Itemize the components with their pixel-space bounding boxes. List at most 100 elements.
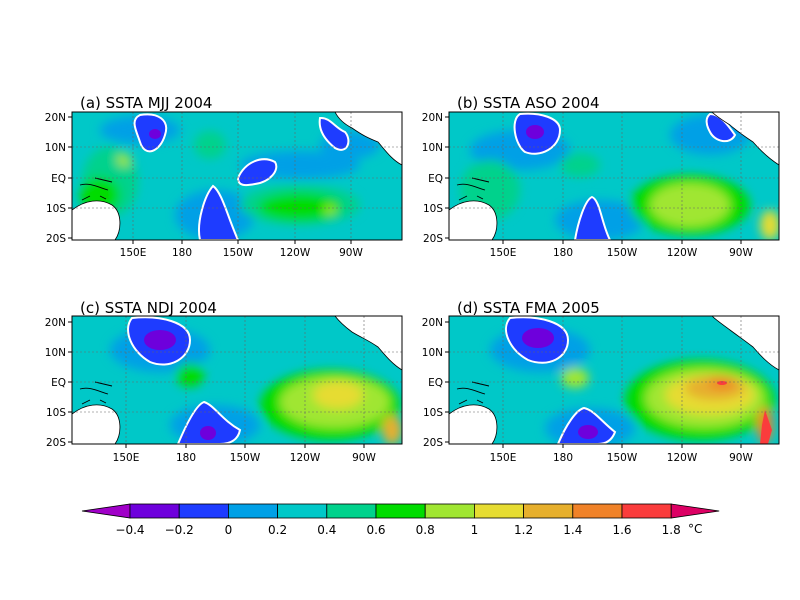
lon-tick: 180 (176, 452, 196, 464)
lat-tick: EQ (428, 173, 443, 185)
lat-tick-labels: 20N 10N EQ 10S 20S (45, 112, 67, 245)
colorbar-cell (424, 503, 475, 519)
lon-tick: 150W (607, 452, 638, 464)
colorbar-cells (81, 503, 720, 519)
lat-tick: 10N (422, 347, 443, 359)
lat-tick: 10S (46, 407, 66, 419)
lon-tick: 150E (490, 247, 517, 259)
lon-tick: 120W (280, 247, 311, 259)
lon-tick: 120W (667, 452, 698, 464)
lon-tick: 150W (607, 247, 638, 259)
colorbar-label: 1.6 (612, 523, 631, 537)
lon-tick-labels: 150E 180 150W 120W 90W (490, 247, 754, 259)
panel-a-title: (a) SSTA MJJ 2004 (80, 94, 212, 112)
lon-tick: 150E (120, 247, 147, 259)
colorbar-label: 1.4 (563, 523, 582, 537)
lat-tick: 20N (422, 112, 443, 124)
lon-tick: 90W (729, 247, 753, 259)
colorbar-label: 0 (225, 523, 233, 537)
lat-tick: EQ (428, 377, 443, 389)
lon-tick: 120W (290, 452, 321, 464)
colorbar-extend-low (81, 503, 131, 519)
lon-tick: 180 (172, 247, 192, 259)
colorbar: −0.4 −0.2 0 0.2 0.4 0.6 0.8 1 1.2 1.4 1.6 1.8 °C (81, 503, 720, 537)
australia-land (72, 404, 121, 444)
colorbar-label: 0.2 (268, 523, 287, 537)
lon-tick: 90W (729, 452, 753, 464)
colorbar-label: −0.4 (115, 523, 144, 537)
colorbar-label: −0.2 (165, 523, 194, 537)
lat-tick: 10N (45, 347, 66, 359)
panel-c: (c) SSTA NDJ 2004 (45, 299, 403, 464)
colorbar-cell (375, 503, 426, 519)
lat-tick: 10N (422, 142, 443, 154)
lat-tick: 20N (45, 317, 66, 329)
colorbar-label: 0.4 (317, 523, 336, 537)
colorbar-label: 1.8 (662, 523, 681, 537)
lon-tick: 180 (553, 452, 573, 464)
colorbar-label: 0.8 (416, 523, 435, 537)
lat-tick: EQ (51, 173, 66, 185)
colorbar-cell (572, 503, 623, 519)
colorbar-cell (523, 503, 574, 519)
panel-d: (d) SSTA FMA 2005 (422, 299, 780, 464)
lat-tick: 20S (46, 233, 66, 245)
grid-lines (72, 316, 402, 444)
australia-land (449, 200, 498, 240)
lat-tick: 10S (46, 203, 66, 215)
colorbar-cell (129, 503, 180, 519)
colorbar-extend-high (670, 503, 720, 519)
colorbar-cell (326, 503, 377, 519)
lat-tick: 10S (423, 203, 443, 215)
lat-tick: 10S (423, 407, 443, 419)
lat-tick: EQ (51, 377, 66, 389)
lon-tick: 150W (230, 452, 261, 464)
central-america-land (711, 316, 779, 371)
colorbar-label: 0.6 (366, 523, 385, 537)
colorbar-label: 1 (471, 523, 479, 537)
lon-tick: 150E (490, 452, 517, 464)
lon-tick-labels: 150E 180 150W 120W 90W (490, 452, 754, 464)
grid-lines (449, 112, 779, 240)
australia-land (72, 200, 121, 240)
colorbar-cell (621, 503, 672, 519)
lat-tick: 20N (422, 317, 443, 329)
colorbar-label: 1.2 (514, 523, 533, 537)
colorbar-labels: −0.4 −0.2 0 0.2 0.4 0.6 0.8 1 1.2 1.4 1.6 1.8 (115, 523, 680, 537)
lon-tick-labels: 150E 180 150W 120W 90W (113, 452, 377, 464)
lon-tick: 150W (223, 247, 254, 259)
central-america-land (711, 112, 779, 166)
lat-tick: 10N (45, 142, 66, 154)
lat-tick: 20S (46, 437, 66, 449)
central-america-land (334, 112, 402, 166)
lon-tick: 90W (352, 452, 376, 464)
central-america-land (334, 316, 402, 371)
panel-d-title: (d) SSTA FMA 2005 (457, 299, 600, 317)
colorbar-unit: °C (688, 522, 702, 536)
panel-a: (a) SSTA MJJ 2004 (45, 94, 403, 259)
panel-b-title: (b) SSTA ASO 2004 (457, 94, 600, 112)
grid-lines (449, 316, 779, 444)
grid-lines (72, 112, 402, 240)
lat-tick-labels: 20N 10N EQ 10S 20S (45, 317, 67, 449)
lat-tick-labels: 20N 10N EQ 10S 20S (422, 317, 444, 449)
colorbar-cell (178, 503, 229, 519)
lat-tick: 20N (45, 112, 66, 124)
australia-land (449, 404, 498, 444)
lat-tick: 20S (423, 233, 443, 245)
panel-b: (b) SSTA ASO 2004 (422, 94, 780, 259)
panel-c-map: 20N 10N EQ 10S 20S 150E 180 150W 120W 90… (45, 315, 403, 464)
lon-tick: 90W (339, 247, 363, 259)
colorbar-cell (473, 503, 524, 519)
panel-a-map: 20N 10N EQ 10S 20S 150E 180 150W 120W 90… (45, 111, 403, 259)
colorbar-cell (227, 503, 278, 519)
panel-b-map: 20N 10N EQ 10S 20S 150E 180 150W 120W 90… (422, 111, 780, 259)
lon-tick: 120W (667, 247, 698, 259)
panel-c-title: (c) SSTA NDJ 2004 (80, 299, 217, 317)
lon-tick-labels: 150E 180 150W 120W 90W (120, 247, 364, 259)
lon-tick: 180 (553, 247, 573, 259)
lat-tick: 20S (423, 437, 443, 449)
lon-tick: 150E (113, 452, 140, 464)
lat-tick-labels: 20N 10N EQ 10S 20S (422, 112, 444, 245)
